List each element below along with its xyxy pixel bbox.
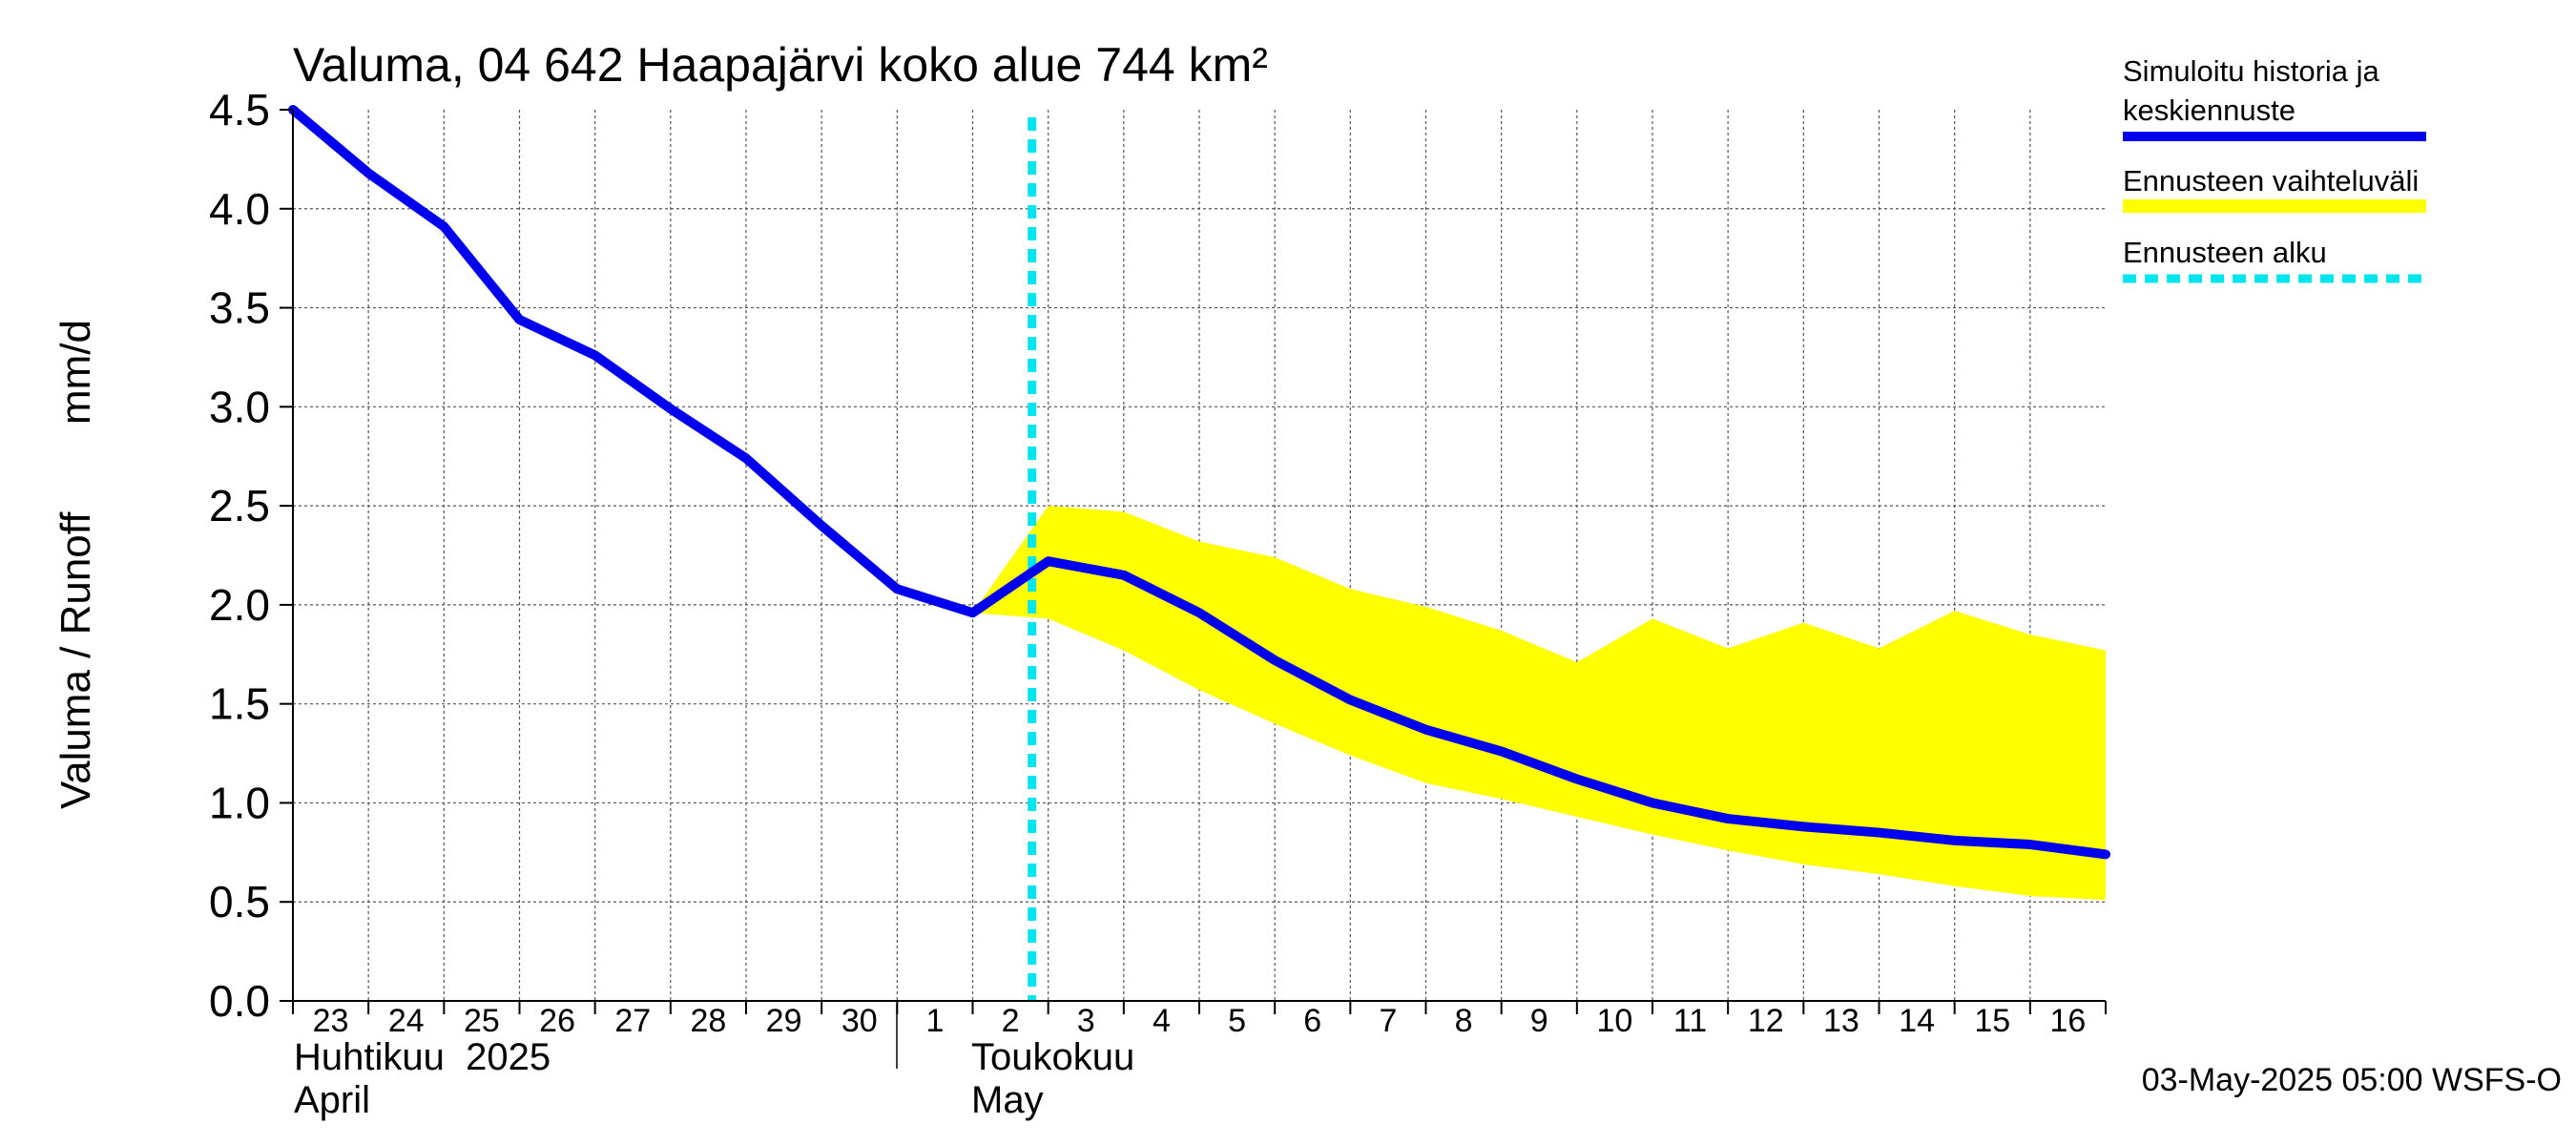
y-tick-label: 2.0: [209, 580, 270, 630]
x-tick-label: 10: [1597, 1003, 1633, 1039]
x-tick-label: 1: [925, 1003, 944, 1039]
month-label-may-en: May: [971, 1079, 1044, 1121]
x-axis-ticks: 23 24 25 26 27 28 29 30 1 2 3 4 5 6 7 8 9 10 11 12 13 14 15 16: [292, 1001, 2107, 1039]
x-tick-label: 16: [2050, 1003, 2087, 1039]
y-tick-label: 0.5: [209, 877, 270, 926]
y-tick-label: 3.0: [209, 382, 270, 431]
x-tick-label: 29: [766, 1003, 802, 1039]
x-tick-label: 14: [1899, 1003, 1935, 1039]
series-line-simulated: [288, 105, 2110, 860]
x-tick-label: 13: [1823, 1003, 1859, 1039]
chart-title: Valuma, 04 642 Haapajärvi koko alue 744 …: [293, 38, 1268, 92]
x-tick-label: 27: [614, 1003, 651, 1039]
x-tick-label: 7: [1379, 1003, 1397, 1039]
x-tick-label: 24: [388, 1003, 425, 1039]
y-axis-label: Valuma / Runoff: [52, 511, 99, 809]
month-label-april-en: April: [294, 1079, 370, 1121]
x-tick-label: 15: [1974, 1003, 2010, 1039]
y-tick-label: 0.0: [209, 976, 270, 1026]
y-tick-label: 1.5: [209, 679, 270, 729]
x-tick-label: 11: [1673, 1003, 1707, 1039]
month-label-may-fi: Toukokuu: [971, 1036, 1134, 1078]
y-axis-ticks: 0.0 0.5 1.0 1.5 2.0 2.5 3.0 3.5 4.0 4.5: [209, 85, 293, 1026]
x-tick-label: 8: [1455, 1003, 1473, 1039]
y-tick-label: 4.0: [209, 184, 270, 234]
x-tick-label: 26: [539, 1003, 575, 1039]
y-tick-label: 1.0: [209, 778, 270, 827]
y-axis-unit: mm/d: [52, 320, 99, 425]
legend-label-simulated-1: Simuloitu historia ja: [2123, 54, 2380, 88]
x-tick-label: 23: [313, 1003, 349, 1039]
month-label-april-fi: Huhtikuu 2025: [294, 1036, 551, 1078]
x-tick-label: 25: [464, 1003, 500, 1039]
legend-label-simulated-2: keskiennuste: [2123, 94, 2296, 127]
legend: Simuloitu historia ja keskiennuste Ennus…: [2123, 54, 2426, 283]
series-layer: [288, 105, 2110, 860]
legend-label-range: Ennusteen vaihteluväli: [2123, 164, 2419, 198]
forecast-range-layer: [972, 506, 2106, 901]
x-tick-label: 9: [1530, 1003, 1548, 1039]
x-tick-label: 30: [841, 1003, 878, 1039]
y-tick-label: 3.5: [209, 283, 270, 333]
x-tick-label: 12: [1748, 1003, 1784, 1039]
y-tick-label: 4.5: [209, 85, 270, 135]
x-tick-label: 5: [1228, 1003, 1246, 1039]
footer-timestamp: 03-May-2025 05:00 WSFS-O: [2142, 1062, 2562, 1098]
legend-label-forecast-start: Ennusteen alku: [2123, 236, 2327, 269]
forecast-range-band: [972, 506, 2106, 901]
x-tick-label: 6: [1303, 1003, 1321, 1039]
x-tick-label: 2: [1002, 1003, 1020, 1039]
x-tick-label: 3: [1077, 1003, 1095, 1039]
y-tick-label: 2.5: [209, 481, 270, 531]
x-tick-label: 4: [1153, 1003, 1171, 1039]
x-tick-label: 28: [691, 1003, 727, 1039]
